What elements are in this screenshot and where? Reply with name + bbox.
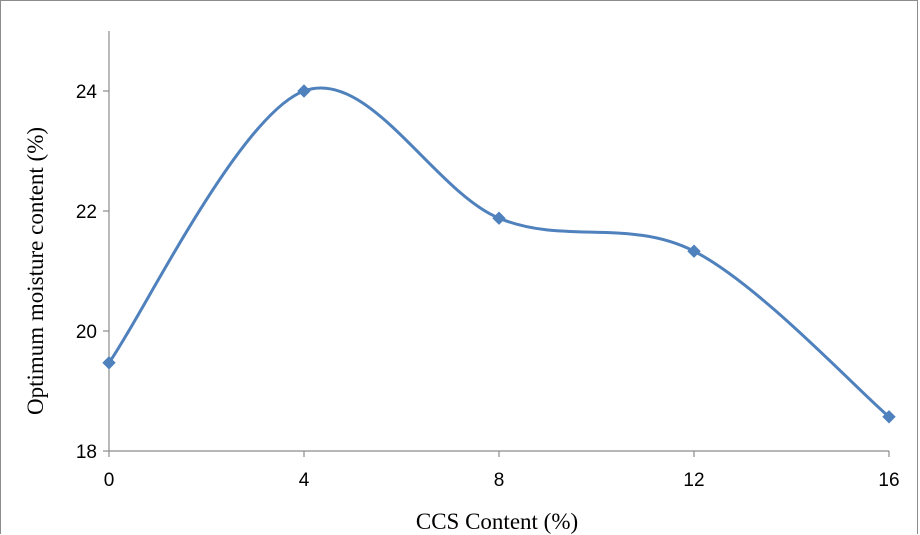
x-tick-label: 12 [683,470,704,491]
data-point-marker [492,211,506,225]
marker-layer [102,84,896,424]
data-point-marker [297,84,311,98]
axes: 18 20 22 24 0 4 8 12 16 [76,31,900,491]
data-point-marker [102,356,116,370]
y-tick-label: 24 [76,82,98,103]
x-tick-label: 0 [104,470,115,491]
series-layer [107,86,890,418]
x-tick-label: 4 [299,470,310,491]
data-point-marker [882,410,896,424]
y-tick-label: 22 [76,202,97,223]
x-tick-label: 8 [494,470,505,491]
y-tick-label: 20 [76,322,97,343]
x-tick-label: 16 [878,470,899,491]
data-point-marker [687,244,701,258]
y-axis-title: Optimum moisture content (%) [23,127,48,415]
x-axis-title: CCS Content (%) [416,509,578,534]
series-line [107,86,890,418]
y-tick-label: 18 [76,442,97,463]
